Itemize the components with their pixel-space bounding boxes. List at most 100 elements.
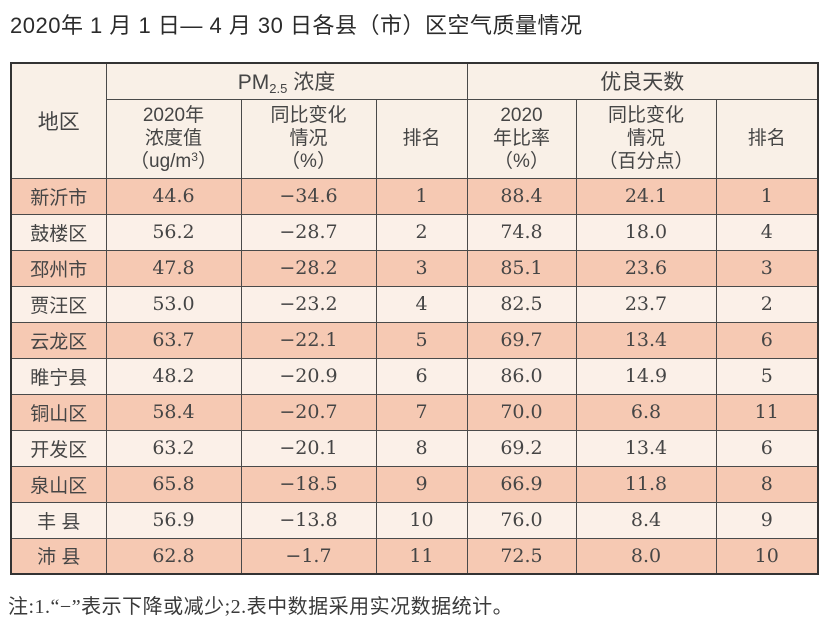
pm-label-prefix: PM: [237, 71, 270, 95]
table-row: 泉山区 65.8 −18.5 9 66.9 11.8 8: [10, 465, 819, 503]
cell-pm_value: 47.8: [105, 249, 242, 287]
table-row: 睢宁县 48.2 −20.9 6 86.0 14.9 5: [10, 357, 819, 395]
cell-pm_value: 65.8: [105, 465, 242, 503]
cell-pm_change: −1.7: [240, 537, 377, 575]
cell-rank: 9: [715, 501, 819, 539]
cell-ratio_change: 11.8: [575, 465, 717, 503]
cell-region: 睢宁县: [10, 357, 107, 395]
header-pm-change-line1: 同比变化: [270, 104, 347, 126]
cell-pm_rank: 10: [375, 501, 468, 539]
cell-pm_change: −20.1: [240, 429, 377, 467]
footnote: 注:1.“−”表示下降或减少;2.表中数据采用实况数据统计。: [8, 596, 514, 618]
table-row: 丰 县 56.9 −13.8 10 76.0 8.4 9: [10, 501, 819, 539]
cell-ratio_change: 13.4: [575, 429, 717, 467]
cell-pm_change: −23.2: [240, 285, 377, 323]
cell-ratio: 70.0: [466, 393, 577, 431]
cell-ratio: 82.5: [466, 285, 577, 323]
header-pm-change: 同比变化 情况 （%）: [240, 98, 377, 179]
cell-pm_change: −13.8: [240, 501, 377, 539]
cell-pm_change: −34.6: [240, 177, 377, 215]
cell-ratio: 88.4: [466, 177, 577, 215]
cell-pm_change: −28.2: [240, 249, 377, 287]
header-pm-value-line2: 浓度值: [144, 127, 202, 149]
cell-ratio: 72.5: [466, 537, 577, 575]
unit-superscript: 3: [191, 150, 198, 165]
cell-ratio_change: 8.4: [575, 501, 717, 539]
cell-ratio: 76.0: [466, 501, 577, 539]
header-good-days-group: 优良天数: [466, 62, 819, 100]
table-row: 贾汪区 53.0 −23.2 4 82.5 23.7 2: [10, 285, 819, 323]
cell-ratio_change: 23.6: [575, 249, 717, 287]
cell-pm_rank: 4: [375, 285, 468, 323]
cell-pm_rank: 11: [375, 537, 468, 575]
cell-pm_change: −20.7: [240, 393, 377, 431]
header-ratio-line2: 年比率: [492, 127, 550, 149]
cell-pm_rank: 2: [375, 213, 468, 251]
cell-region: 沛 县: [10, 537, 107, 575]
cell-rank: 5: [715, 357, 819, 395]
header-ratio-line1: 2020: [500, 104, 543, 126]
cell-rank: 3: [715, 249, 819, 287]
table-row: 铜山区 58.4 −20.7 7 70.0 6.8 11: [10, 393, 819, 431]
cell-ratio: 69.2: [466, 429, 577, 467]
cell-region: 泉山区: [10, 465, 107, 503]
cell-pm_value: 48.2: [105, 357, 242, 395]
cell-region: 铜山区: [10, 393, 107, 431]
cell-pm_rank: 9: [375, 465, 468, 503]
table-row: 鼓楼区 56.2 −28.7 2 74.8 18.0 4: [10, 213, 819, 251]
cell-pm_change: −18.5: [240, 465, 377, 503]
cell-rank: 1: [715, 177, 819, 215]
header-pm-value: 2020年 浓度值 （ug/m3）: [105, 98, 242, 179]
cell-pm_rank: 1: [375, 177, 468, 215]
cell-rank: 6: [715, 429, 819, 467]
cell-ratio: 85.1: [466, 249, 577, 287]
cell-pm_value: 53.0: [105, 285, 242, 323]
cell-region: 新沂市: [10, 177, 107, 215]
table-header: 地区 PM2.5 浓度 优良天数 2020年 浓度值 （ug/m3） 同比变化 …: [10, 62, 819, 179]
cell-ratio_change: 18.0: [575, 213, 717, 251]
cell-pm_value: 58.4: [105, 393, 242, 431]
pm-label-subscript: 2.5: [269, 81, 288, 97]
unit-prefix: （ug/m: [130, 151, 192, 173]
cell-pm_rank: 3: [375, 249, 468, 287]
cell-pm_change: −20.9: [240, 357, 377, 395]
cell-ratio_change: 13.4: [575, 321, 717, 359]
header-ratio-change: 同比变化 情况 （百分点）: [575, 98, 717, 179]
cell-ratio_change: 23.7: [575, 285, 717, 323]
cell-pm_value: 56.9: [105, 501, 242, 539]
cell-region: 云龙区: [10, 321, 107, 359]
header-pm-value-line3: （ug/m3）: [109, 150, 239, 173]
page-title: 2020年 1 月 1 日— 4 月 30 日各县（市）区空气质量情况: [10, 13, 583, 38]
cell-pm_value: 44.6: [105, 177, 242, 215]
header-region: 地区: [10, 62, 107, 179]
cell-ratio: 74.8: [466, 213, 577, 251]
cell-region: 鼓楼区: [10, 213, 107, 251]
cell-pm_rank: 8: [375, 429, 468, 467]
header-ratio-change-line2: 情况: [626, 127, 665, 149]
table-row: 开发区 63.2 −20.1 8 69.2 13.4 6: [10, 429, 819, 467]
header-sub-row: 2020年 浓度值 （ug/m3） 同比变化 情况 （%） 排名 2020 年比…: [11, 98, 819, 179]
cell-ratio: 66.9: [466, 465, 577, 503]
cell-ratio_change: 24.1: [575, 177, 717, 215]
cell-region: 邳州市: [10, 249, 107, 287]
header-ratio-rank: 排名: [715, 98, 819, 179]
cell-pm_rank: 7: [375, 393, 468, 431]
header-ratio-line3: （%）: [494, 151, 549, 173]
cell-region: 贾汪区: [10, 285, 107, 323]
cell-pm_change: −22.1: [240, 321, 377, 359]
cell-pm_value: 56.2: [105, 213, 242, 251]
cell-ratio_change: 6.8: [575, 393, 717, 431]
cell-ratio: 86.0: [466, 357, 577, 395]
table-row: 新沂市 44.6 −34.6 1 88.4 24.1 1: [10, 177, 819, 215]
cell-pm_value: 63.2: [105, 429, 242, 467]
header-pm-change-line3: （%）: [281, 151, 336, 173]
pm-label-suffix: 浓度: [287, 71, 336, 95]
header-pm25-group: PM2.5 浓度: [105, 62, 468, 100]
table-row: 沛 县 62.8 −1.7 11 72.5 8.0 10: [10, 537, 819, 575]
cell-pm_rank: 6: [375, 357, 468, 395]
header-ratio-change-line1: 同比变化: [607, 104, 684, 126]
header-ratio: 2020 年比率 （%）: [466, 98, 577, 179]
cell-ratio_change: 8.0: [575, 537, 717, 575]
cell-ratio: 69.7: [466, 321, 577, 359]
